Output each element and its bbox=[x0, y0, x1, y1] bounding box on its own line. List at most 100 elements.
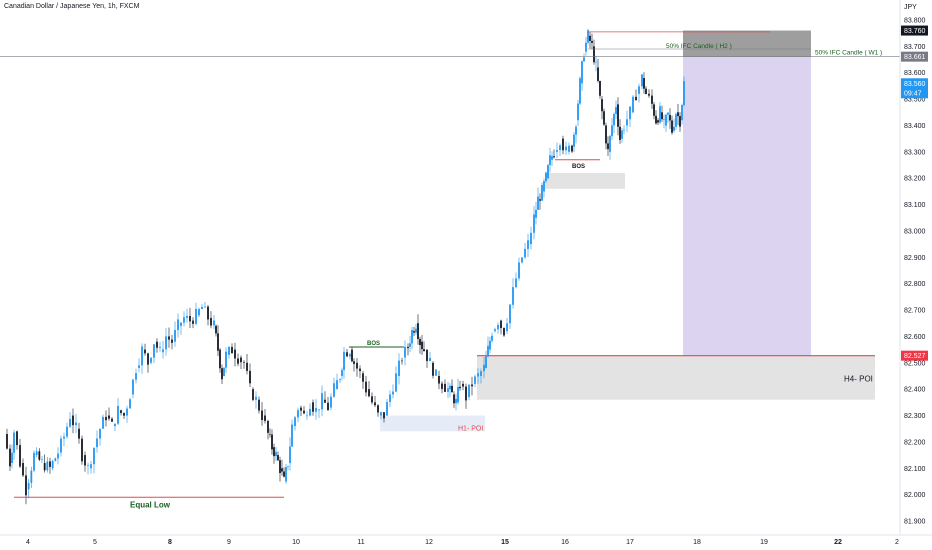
candle-body bbox=[189, 315, 191, 322]
price-tick-label: 83.000 bbox=[904, 228, 926, 235]
candle-body bbox=[619, 126, 621, 140]
candle-body bbox=[629, 106, 631, 120]
candle-body bbox=[515, 278, 517, 288]
price-tick-label: 82.100 bbox=[904, 466, 926, 473]
candle-body bbox=[429, 357, 431, 362]
price-axis[interactable]: 83.800 83.700 83.600 83.500 83.400 83.300 83.2… bbox=[899, 0, 926, 535]
candle-body bbox=[339, 379, 341, 381]
candle-body bbox=[291, 424, 293, 447]
candle-body bbox=[341, 369, 343, 376]
candle-body bbox=[626, 119, 628, 126]
candle-body bbox=[607, 143, 609, 150]
candle-body bbox=[677, 112, 679, 117]
candle-body bbox=[407, 346, 409, 349]
candle-body bbox=[571, 145, 573, 152]
candle-body bbox=[533, 214, 535, 233]
candle-body bbox=[601, 99, 603, 112]
candle-body bbox=[201, 307, 203, 310]
candle-body bbox=[417, 323, 419, 340]
price-tick-label: 83.700 bbox=[904, 44, 926, 51]
candle-body bbox=[69, 418, 71, 427]
candle-body bbox=[16, 431, 18, 446]
price-label-mid: 83.661 bbox=[901, 51, 928, 62]
candle-body bbox=[535, 209, 537, 218]
svg-text:83.560: 83.560 bbox=[904, 81, 926, 88]
candle-body bbox=[300, 407, 302, 411]
candle-body bbox=[593, 46, 595, 63]
candle-body bbox=[243, 362, 245, 363]
candle-body bbox=[539, 199, 541, 201]
candle-body bbox=[129, 399, 131, 409]
time-tick-label: 10 bbox=[292, 539, 300, 546]
price-tick-label: 83.100 bbox=[904, 202, 926, 209]
candle-body bbox=[669, 114, 671, 121]
time-tick-label: 18 bbox=[693, 539, 701, 546]
candle-body bbox=[183, 317, 185, 323]
candle-body bbox=[494, 329, 496, 332]
candle-body bbox=[661, 112, 663, 120]
candle-body bbox=[356, 362, 358, 369]
candle-body bbox=[609, 136, 611, 152]
price-tick-label: 82.700 bbox=[904, 308, 926, 315]
candle-body bbox=[568, 145, 570, 152]
candle-body bbox=[213, 320, 215, 326]
price-tick-label: 83.300 bbox=[904, 149, 926, 156]
candle-body bbox=[72, 415, 74, 426]
candle-body bbox=[643, 78, 645, 89]
candle-body bbox=[27, 482, 30, 490]
price-tick-label: 82.500 bbox=[904, 360, 926, 367]
candle-body bbox=[281, 468, 283, 472]
candle-body bbox=[33, 452, 35, 471]
candle-body bbox=[559, 145, 561, 151]
candle-body bbox=[491, 335, 493, 341]
candle-body bbox=[638, 86, 640, 94]
price-tick-label: 82.800 bbox=[904, 281, 926, 288]
candle-body bbox=[38, 451, 41, 460]
candle-body bbox=[589, 35, 591, 41]
time-axis[interactable]: 4 5 8 9 10 11 12 15 16 17 18 19 22 2 bbox=[0, 534, 932, 546]
candle-body bbox=[261, 410, 263, 421]
candle-body bbox=[102, 416, 104, 429]
candle-body bbox=[117, 405, 119, 424]
time-tick-label: 16 bbox=[561, 539, 569, 546]
candle-body bbox=[565, 146, 567, 151]
candle-body bbox=[114, 423, 116, 427]
candle-body bbox=[353, 361, 355, 364]
time-tick-label: 22 bbox=[834, 539, 842, 546]
candle-body bbox=[108, 415, 110, 419]
time-tick-label: 9 bbox=[227, 539, 231, 546]
candle-body bbox=[287, 466, 289, 468]
candle-body bbox=[318, 409, 320, 411]
candle-body bbox=[264, 415, 266, 421]
equal-low-label: Equal Low bbox=[130, 500, 171, 509]
h1-poi-label: H1- POI bbox=[458, 425, 483, 432]
target-zone bbox=[683, 56, 811, 356]
price-tick-label: 82.300 bbox=[904, 413, 926, 420]
candle-body bbox=[13, 432, 15, 453]
candle-body bbox=[321, 393, 323, 410]
candle-body bbox=[512, 287, 514, 305]
svg-text:82.527: 82.527 bbox=[904, 353, 926, 360]
candle-body bbox=[43, 462, 46, 471]
time-tick-label: 11 bbox=[357, 539, 364, 546]
price-label-poi: 82.527 bbox=[901, 350, 928, 361]
candle-body bbox=[207, 306, 209, 320]
candle-body bbox=[303, 410, 305, 414]
candle-body bbox=[451, 385, 453, 393]
candle-body bbox=[312, 402, 314, 412]
candle-body bbox=[419, 339, 421, 346]
candle-body bbox=[330, 396, 332, 408]
price-tick-label: 81.900 bbox=[904, 519, 926, 526]
candle-body bbox=[225, 351, 227, 368]
candle-body bbox=[87, 465, 89, 466]
price-tick-label: 83.500 bbox=[904, 97, 926, 104]
candle-body bbox=[343, 351, 345, 370]
candle-body bbox=[547, 165, 549, 179]
candle-body bbox=[349, 354, 351, 357]
candle-body bbox=[562, 138, 564, 151]
candle-body bbox=[63, 436, 65, 439]
candle-body bbox=[581, 61, 583, 84]
candle-body bbox=[195, 308, 197, 324]
candle-body bbox=[671, 120, 673, 133]
